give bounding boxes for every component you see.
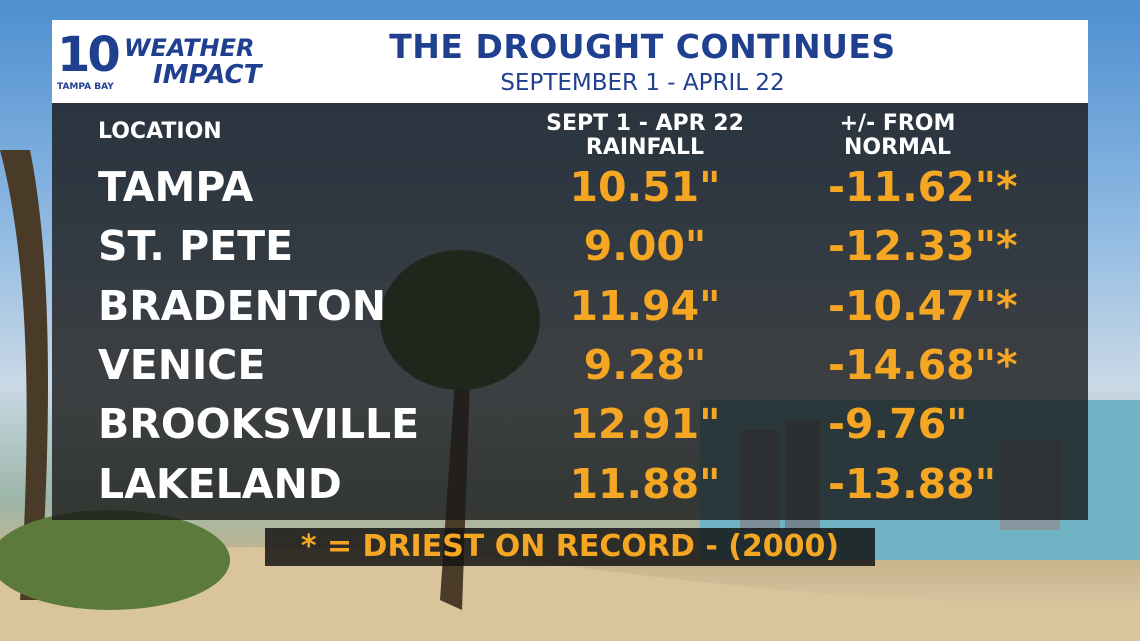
- logo-line1: WEATHER: [124, 34, 255, 62]
- departure-cell: -12.33"*: [828, 222, 1018, 271]
- location-cell: VENICE: [98, 340, 266, 389]
- departure-cell: -9.76": [828, 400, 968, 449]
- subtitle: SEPTEMBER 1 - APRIL 22: [500, 70, 785, 96]
- column-header: RAINFALL: [585, 135, 705, 160]
- location-cell: LAKELAND: [98, 459, 342, 508]
- departure-cell: -13.88": [828, 459, 997, 508]
- rainfall-cell: 9.28": [583, 340, 707, 389]
- departure-cell: -10.47"*: [828, 281, 1018, 330]
- departure-cell: -11.62"*: [828, 163, 1018, 211]
- column-header: +/- FROM: [839, 111, 956, 136]
- logo-line2: IMPACT: [153, 60, 262, 90]
- rainfall-cell: 11.94": [569, 281, 721, 330]
- shrub: [0, 510, 230, 610]
- location-cell: BRADENTON: [98, 281, 387, 330]
- rainfall-cell: 12.91": [569, 400, 721, 449]
- logo-number: 10: [57, 27, 121, 83]
- rainfall-cell: 9.00": [583, 222, 707, 271]
- title: THE DROUGHT CONTINUES: [389, 27, 896, 66]
- rainfall-cell: 10.51": [569, 163, 721, 211]
- header-bar: [52, 20, 1088, 103]
- rainfall-cell: 11.88": [569, 459, 721, 508]
- column-header: NORMAL: [844, 135, 951, 160]
- column-header: LOCATION: [98, 119, 222, 144]
- departure-cell: -14.68"*: [828, 340, 1018, 389]
- sand: [0, 547, 1140, 641]
- column-header: SEPT 1 - APR 22: [546, 111, 744, 136]
- footnote: * = DRIEST ON RECORD - (2000): [300, 529, 840, 564]
- table-panel: [52, 103, 1088, 520]
- footnote-box: [265, 528, 875, 566]
- logo-station: TAMPA BAY: [57, 82, 114, 92]
- location-cell: BROOKSVILLE: [98, 400, 420, 449]
- palm-trunk: [0, 150, 48, 600]
- location-cell: ST. PETE: [98, 222, 294, 271]
- location-cell: TAMPA: [98, 163, 254, 211]
